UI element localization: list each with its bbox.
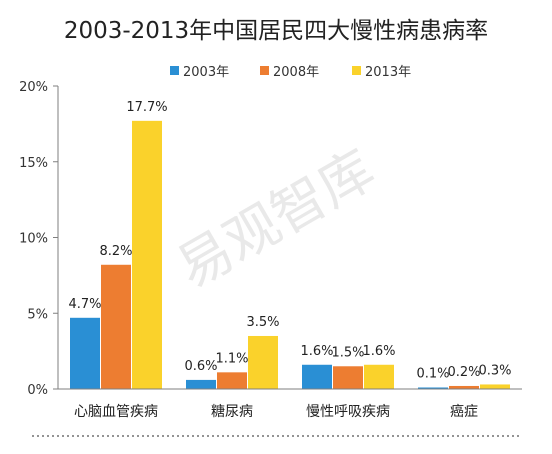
bar-value-label: 1.5%	[331, 345, 364, 360]
bar	[217, 372, 247, 389]
bar-value-label: 1.1%	[215, 351, 248, 366]
y-axis: 0% 5% 10% 15% 20%	[19, 80, 59, 398]
legend-label: 2008年	[273, 65, 319, 80]
bar-value-label: 4.7%	[68, 297, 101, 312]
bar-value-label: 0.6%	[184, 359, 217, 374]
x-category-label: 癌症	[450, 404, 478, 420]
bar	[364, 364, 394, 389]
bar-value-label: 0.1%	[416, 366, 449, 381]
bar-value-label: 1.6%	[300, 344, 333, 359]
bar	[101, 264, 131, 389]
bar	[333, 366, 363, 389]
bar-labels: 4.7% 8.2% 17.7% 0.6%1.1% 3.5% 1.6%1.5%1.6% 0.1…	[68, 100, 511, 382]
x-category-label: 慢性呼吸疾病	[306, 403, 390, 420]
bar	[70, 317, 100, 389]
bar-value-label: 17.7%	[126, 100, 167, 115]
legend-swatch	[260, 66, 269, 75]
bars	[70, 120, 510, 389]
legend-label: 2013年	[365, 65, 411, 80]
bar	[132, 120, 162, 389]
bar	[186, 379, 216, 389]
y-tick-label: 10%	[19, 232, 48, 247]
legend-swatch	[352, 66, 361, 75]
bar	[480, 384, 510, 389]
bar	[418, 387, 448, 389]
bar	[248, 335, 278, 389]
y-tick-label: 0%	[27, 383, 48, 398]
chart-title: 2003-2013年中国居民四大慢性病患病率	[64, 18, 488, 44]
bar-value-label: 8.2%	[99, 244, 132, 259]
watermark-text: 易观智库	[166, 138, 385, 301]
x-category-label: 糖尿病	[211, 404, 253, 420]
bar-value-label: 1.6%	[362, 344, 395, 359]
y-tick-label: 15%	[19, 156, 48, 171]
legend: 2003年 2008年 2013年	[170, 65, 411, 80]
bar	[449, 385, 479, 389]
legend-swatch	[170, 66, 179, 75]
bar-value-label: 3.5%	[246, 315, 279, 330]
bar-value-label: 0.3%	[478, 363, 511, 378]
legend-label: 2003年	[183, 65, 229, 80]
x-axis: 心脑血管疾病 糖尿病 慢性呼吸疾病 癌症	[58, 388, 522, 420]
y-tick-label: 5%	[27, 307, 48, 322]
y-tick-label: 20%	[19, 80, 48, 95]
x-category-label: 心脑血管疾病	[74, 404, 158, 420]
bar	[302, 364, 332, 389]
bar-value-label: 0.2%	[447, 365, 480, 380]
